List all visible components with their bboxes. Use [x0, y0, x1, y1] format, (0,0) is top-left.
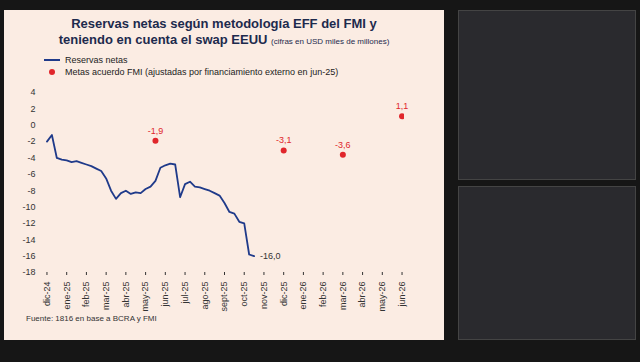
svg-text:-3,1: -3,1: [276, 135, 292, 145]
html-text:Fuente: 1816 en base a BCRA y: Fuente: 1816 en base a BCRA y FMI: [26, 314, 157, 323]
svg-text:-1,9: -1,9: [148, 126, 164, 136]
svg-text:dic-25: dic-25: [279, 282, 289, 307]
svg-text:dic-24: dic-24: [42, 282, 52, 307]
svg-text:ene-26: ene-26: [298, 282, 308, 310]
svg-text:2: 2: [30, 104, 35, 114]
svg-text:-10: -10: [22, 202, 35, 212]
svg-text:-16,0: -16,0: [260, 251, 281, 261]
svg-text:-4: -4: [27, 153, 35, 163]
svg-text:-8: -8: [27, 186, 35, 196]
svg-text:mar-26: mar-26: [338, 282, 348, 311]
svg-text:abr-25: abr-25: [121, 282, 131, 308]
html-text:Metas acuerdo FMI (ajustadas p: Metas acuerdo FMI (ajustadas por financi…: [65, 67, 339, 77]
svg-text:1,1: 1,1: [396, 101, 409, 111]
svg-text:jun-25: jun-25: [160, 282, 170, 308]
svg-text:-12: -12: [22, 218, 35, 228]
svg-text:ago-25: ago-25: [200, 282, 210, 310]
svg-text:-6: -6: [27, 169, 35, 179]
svg-text:ene-25: ene-25: [62, 282, 72, 310]
svg-text:-18: -18: [22, 267, 35, 277]
svg-text:abr-26: abr-26: [357, 282, 367, 308]
html-text:Reservas netas según metodolog: Reservas netas según metodología EFF del…: [58, 16, 390, 47]
svg-text:may-25: may-25: [140, 282, 150, 312]
svg-text:feb-25: feb-25: [81, 282, 91, 308]
svg-text:-16: -16: [22, 251, 35, 261]
svg-text:mar-25: mar-25: [101, 282, 111, 311]
svg-text:feb-26: feb-26: [318, 282, 328, 308]
svg-text:-2: -2: [27, 136, 35, 146]
svg-text:jun-26: jun-26: [397, 282, 407, 308]
svg-text:sept-25: sept-25: [219, 282, 229, 312]
svg-text:4: 4: [30, 87, 35, 97]
html-text:Reservas netas: Reservas netas: [65, 55, 128, 65]
svg-text:0: 0: [30, 120, 35, 130]
svg-text:-14: -14: [22, 235, 35, 245]
svg-text:-3,6: -3,6: [335, 140, 351, 150]
svg-text:may-26: may-26: [377, 282, 387, 312]
svg-text:oct-25: oct-25: [239, 282, 249, 307]
svg-text:nov-25: nov-25: [259, 282, 269, 310]
svg-text:jul-25: jul-25: [180, 282, 190, 305]
